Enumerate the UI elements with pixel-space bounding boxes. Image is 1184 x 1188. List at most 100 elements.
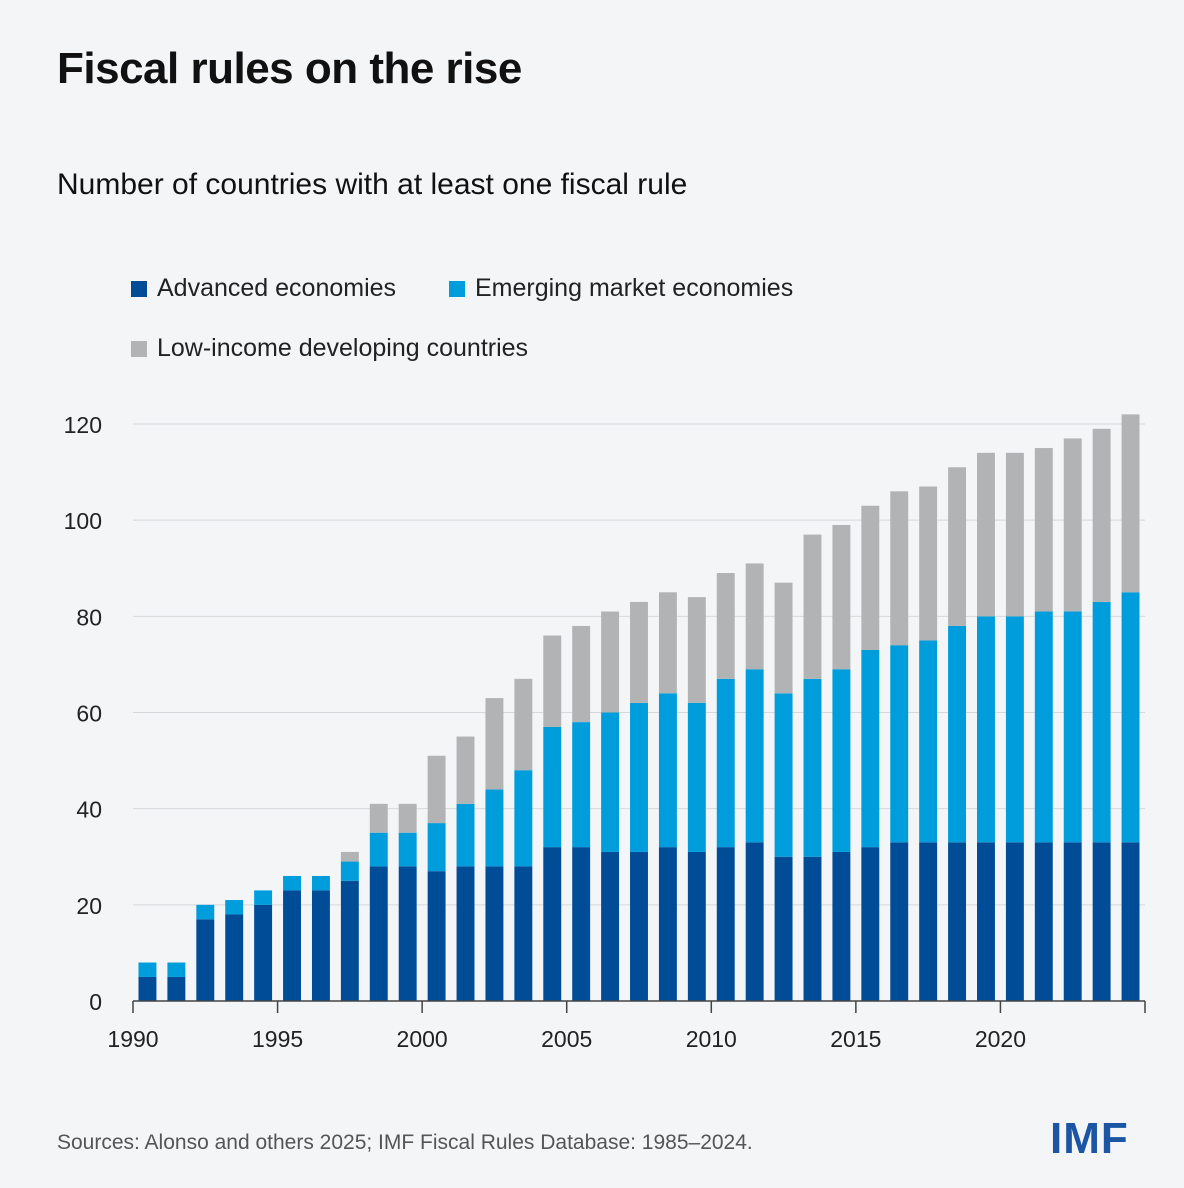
bar-emerging-2009	[687, 702, 706, 852]
legend-label-low-income: Low-income developing countries	[157, 334, 529, 362]
bar-advanced-1998	[369, 866, 388, 1001]
bar-low-income-2011	[745, 563, 764, 670]
bar-advanced-2007	[630, 851, 648, 1001]
bar-advanced-2015	[861, 847, 880, 1001]
bar-low-income-2013	[803, 534, 822, 679]
bar-low-income-2009	[687, 597, 706, 703]
bar-advanced-2010	[716, 847, 735, 1001]
legend-item-emerging: Emerging market economies	[449, 274, 793, 303]
bar-emerging-1993	[225, 900, 244, 915]
bar-emerging-1990	[138, 962, 157, 977]
bar-low-income-2022	[1063, 438, 1082, 612]
bar-low-income-2018	[948, 467, 967, 626]
bar-emerging-2016	[890, 645, 909, 843]
bar-low-income-2023	[1092, 428, 1111, 602]
x-tick-label: 2020	[975, 1026, 1026, 1052]
stacked-bar-chart: 0 20 40 60 80 100 120 1990 1995 2000 2005 2010 2015 2…	[64, 412, 1146, 1052]
bar-low-income-2001	[456, 736, 475, 804]
bar-low-income-2004	[543, 635, 562, 727]
bar-low-income-2017	[919, 486, 938, 641]
bar-emerging-2020	[1005, 616, 1024, 843]
x-tick-label: 1995	[252, 1026, 303, 1052]
bar-low-income-2024	[1121, 414, 1140, 593]
bar-advanced-2019	[977, 842, 995, 1001]
bar-advanced-2000	[427, 871, 446, 1001]
bar-emerging-2019	[977, 616, 995, 843]
imf-logo: IMF	[1050, 1114, 1129, 1163]
bar-emerging-2013	[803, 678, 822, 857]
bar-emerging-2010	[716, 678, 735, 848]
bar-emerging-1991	[167, 962, 186, 977]
legend-label-advanced: Advanced economies	[157, 274, 397, 302]
bar-low-income-2002	[485, 698, 504, 790]
bar-low-income-2019	[977, 452, 995, 617]
bar-low-income-2007	[630, 601, 648, 703]
x-tick-label: 2015	[830, 1026, 881, 1052]
bar-low-income-2016	[890, 491, 909, 646]
x-tick-label: 2000	[397, 1026, 448, 1052]
bar-emerging-2008	[658, 693, 677, 848]
y-tick-label: 20	[76, 893, 102, 919]
bar-emerging-1994	[254, 890, 273, 905]
bar-advanced-2001	[456, 866, 475, 1001]
y-tick-label: 60	[76, 701, 102, 727]
bar-advanced-2003	[514, 866, 533, 1001]
bar-advanced-1992	[196, 919, 215, 1001]
bar-emerging-2021	[1034, 611, 1053, 843]
bar-emerging-1996	[311, 875, 330, 891]
bar-advanced-2004	[543, 847, 562, 1001]
bar-advanced-2018	[948, 842, 967, 1001]
bar-emerging-1997	[340, 861, 359, 881]
chart-subtitle: Number of countries with at least one fi…	[57, 168, 688, 201]
bar-advanced-1994	[254, 904, 273, 1001]
bar-low-income-1998	[369, 803, 388, 833]
bar-emerging-2018	[948, 625, 967, 843]
bar-advanced-2023	[1092, 842, 1111, 1001]
legend-swatch-emerging	[449, 280, 465, 297]
bar-emerging-2005	[572, 722, 591, 848]
bar-advanced-2012	[774, 856, 793, 1001]
bar-low-income-2000	[427, 755, 446, 824]
legend-swatch-low-income	[131, 340, 147, 357]
bar-advanced-2017	[919, 842, 938, 1001]
bar-emerging-2000	[427, 823, 446, 872]
bar-advanced-2005	[572, 847, 591, 1001]
legend-label-emerging: Emerging market economies	[475, 274, 794, 302]
bar-low-income-2003	[514, 678, 533, 771]
bar-emerging-2007	[630, 702, 648, 852]
bar-emerging-2023	[1092, 601, 1111, 843]
bar-low-income-2006	[601, 611, 620, 713]
y-tick-label: 0	[89, 989, 102, 1015]
bar-advanced-1999	[398, 866, 417, 1001]
bar-advanced-2013	[803, 856, 822, 1001]
bar-advanced-1996	[311, 890, 330, 1001]
bar-advanced-2016	[890, 842, 909, 1001]
chart-title: Fiscal rules on the rise	[57, 44, 522, 93]
bar-low-income-2010	[716, 573, 735, 679]
y-tick-label: 40	[76, 797, 102, 823]
bar-emerging-2001	[456, 803, 475, 867]
bar-advanced-2008	[658, 847, 677, 1001]
bar-advanced-2011	[745, 842, 764, 1001]
bar-emerging-2002	[485, 789, 504, 867]
bar-advanced-2022	[1063, 842, 1082, 1001]
bar-emerging-1999	[398, 832, 417, 867]
bar-advanced-2009	[687, 851, 706, 1001]
bar-low-income-2012	[774, 582, 793, 694]
bar-advanced-2002	[485, 866, 504, 1001]
source-note: Sources: Alonso and others 2025; IMF Fis…	[57, 1131, 753, 1154]
bar-advanced-2014	[832, 851, 851, 1001]
bar-emerging-1995	[283, 875, 301, 891]
bar-low-income-2005	[572, 625, 591, 723]
y-tick-label: 80	[76, 604, 102, 630]
x-tick-label: 1990	[107, 1026, 158, 1052]
legend-item-advanced: Advanced economies	[131, 274, 396, 303]
bar-advanced-1990	[138, 976, 157, 1001]
bar-emerging-1998	[369, 832, 388, 867]
bar-advanced-2021	[1034, 842, 1053, 1001]
bar-emerging-2022	[1063, 611, 1082, 843]
bar-emerging-2014	[832, 669, 851, 852]
bar-low-income-2014	[832, 524, 851, 670]
bar-emerging-2012	[774, 693, 793, 857]
bar-emerging-2017	[919, 640, 938, 843]
